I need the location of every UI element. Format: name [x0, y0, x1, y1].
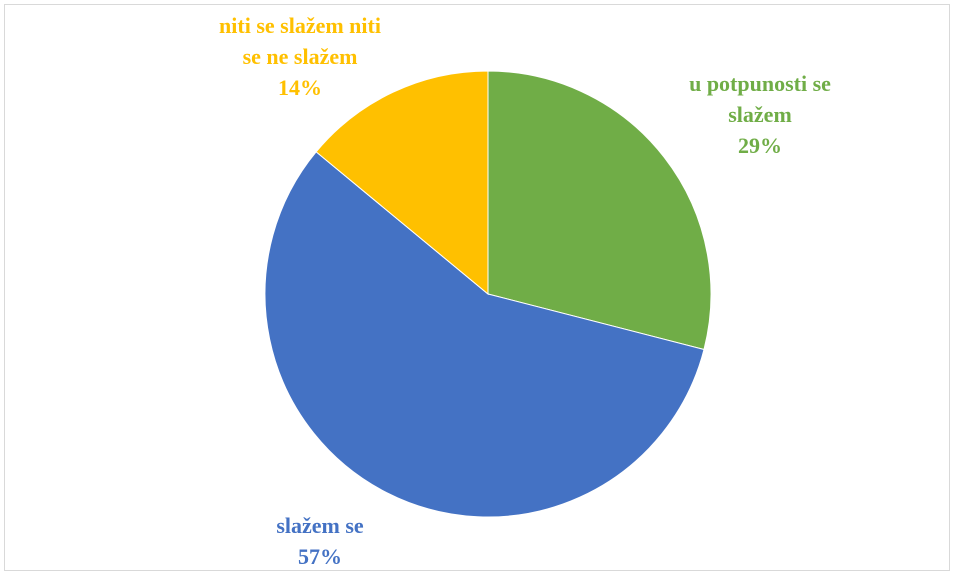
pie-slice: [315, 70, 489, 296]
value-label: 14%: [278, 75, 322, 100]
data-label: niti se slažem niti se ne slažem 14%: [208, 10, 393, 103]
pie-slice: [264, 151, 705, 518]
value-label: 29%: [738, 133, 782, 158]
pie-slice: [487, 70, 712, 351]
category-label: u potpunosti se slažem: [689, 71, 831, 127]
category-label: niti se slažem niti se ne slažem: [219, 13, 381, 69]
data-label: slažem se 57%: [240, 510, 400, 572]
data-label: u potpunosti se slažem 29%: [660, 68, 860, 161]
chart-frame: [4, 4, 950, 571]
value-label: 57%: [298, 544, 342, 569]
category-label: slažem se: [276, 513, 364, 538]
